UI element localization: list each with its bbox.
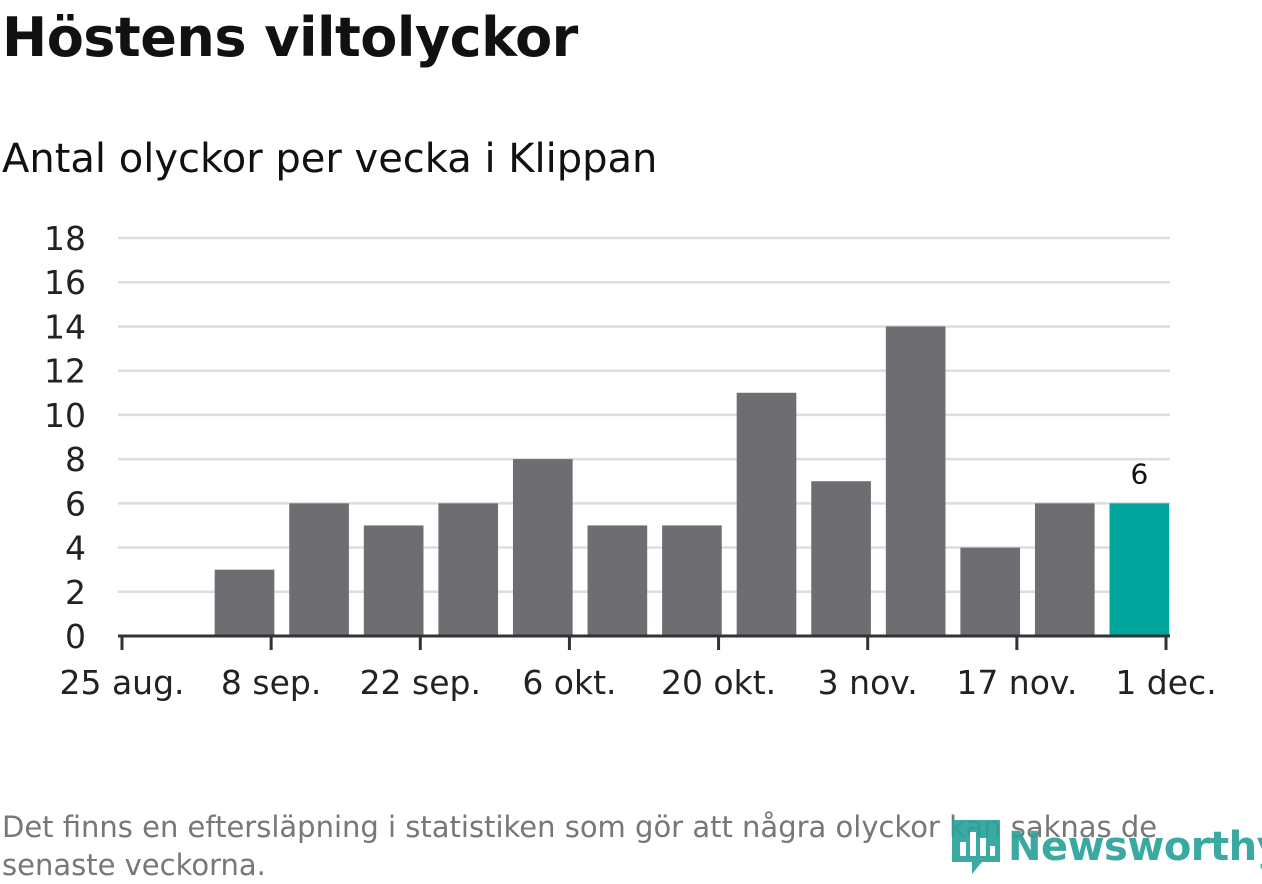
y-tick-label: 12 (44, 352, 86, 391)
newsworthy-logo-icon (952, 820, 1000, 874)
x-tick-label: 3 nov. (818, 663, 918, 702)
y-tick-label: 10 (44, 396, 86, 435)
x-tick-label: 1 dec. (1115, 663, 1216, 702)
chart-subtitle: Antal olyckor per vecka i Klippan (2, 136, 658, 182)
bar (885, 326, 946, 636)
chart-title: Höstens viltolyckor (2, 6, 578, 69)
bar (1034, 503, 1095, 636)
bar (214, 569, 275, 636)
bar (811, 481, 871, 636)
bar (363, 525, 424, 636)
bar (289, 503, 349, 636)
bar (438, 503, 499, 636)
newsworthy-logo: Newsworthy (950, 818, 1262, 876)
y-tick-label: 8 (65, 440, 86, 479)
bar (587, 525, 648, 636)
x-tick-label: 22 sep. (360, 663, 481, 702)
x-tick-label: 20 okt. (661, 663, 776, 702)
x-tick-label: 17 nov. (956, 663, 1077, 702)
y-tick-label: 4 (65, 529, 86, 568)
y-tick-label: 14 (44, 307, 86, 346)
bar-highlight (1109, 503, 1170, 636)
x-tick-label: 6 okt. (522, 663, 616, 702)
bar (662, 525, 722, 636)
x-tick-label: 25 aug. (59, 663, 184, 702)
y-tick-label: 18 (44, 219, 86, 258)
data-label: 6 (1130, 457, 1148, 490)
logo-text: Newsworthy (1008, 824, 1262, 870)
y-tick-label: 6 (65, 484, 86, 523)
y-tick-label: 2 (65, 573, 86, 612)
bar-chart: 0 2 4 6 8 10 12 14 16 18 6 25 aug. 8 sep. 22 sep. 6 ok… (44, 219, 1217, 702)
bar (512, 459, 573, 636)
y-tick-label: 16 (44, 263, 86, 302)
bar (736, 392, 797, 636)
y-tick-label: 0 (65, 617, 86, 656)
bar (960, 547, 1021, 636)
x-tick-label: 8 sep. (221, 663, 321, 702)
